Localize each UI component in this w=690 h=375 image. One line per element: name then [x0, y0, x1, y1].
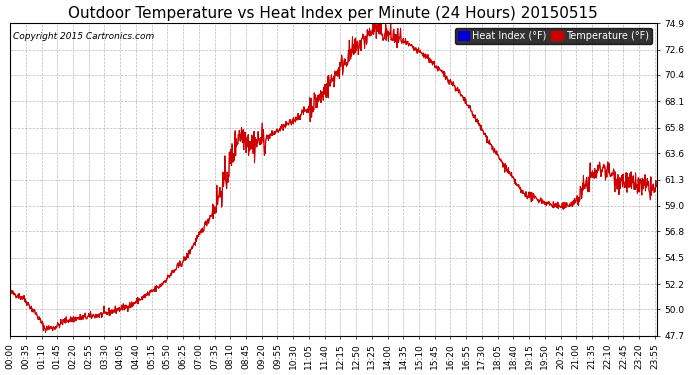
Legend: Heat Index (°F), Temperature (°F): Heat Index (°F), Temperature (°F) — [455, 28, 652, 44]
Heat Index (°F) — [653, 183, 661, 188]
Heat Index (°F) — [135, 298, 143, 303]
Heat Index (°F) — [6, 289, 14, 293]
Temperature (°F) — [135, 298, 143, 303]
Temperature (°F) — [375, 16, 384, 20]
Line: Heat Index (°F): Heat Index (°F) — [10, 17, 657, 331]
Temperature (°F) — [435, 65, 444, 70]
Temperature (°F) — [577, 185, 585, 190]
Temperature (°F) — [150, 287, 159, 291]
Heat Index (°F) — [41, 329, 50, 333]
Temperature (°F) — [520, 191, 528, 195]
Heat Index (°F) — [222, 187, 230, 191]
Heat Index (°F) — [375, 15, 384, 20]
Heat Index (°F) — [150, 286, 159, 291]
Heat Index (°F) — [577, 186, 585, 190]
Title: Outdoor Temperature vs Heat Index per Minute (24 Hours) 20150515: Outdoor Temperature vs Heat Index per Mi… — [68, 6, 598, 21]
Temperature (°F) — [222, 186, 230, 190]
Temperature (°F) — [41, 330, 50, 334]
Temperature (°F) — [653, 183, 661, 188]
Heat Index (°F) — [435, 66, 444, 71]
Line: Temperature (°F): Temperature (°F) — [10, 18, 657, 332]
Temperature (°F) — [6, 289, 14, 294]
Heat Index (°F) — [520, 190, 528, 195]
Text: Copyright 2015 Cartronics.com: Copyright 2015 Cartronics.com — [13, 33, 155, 42]
